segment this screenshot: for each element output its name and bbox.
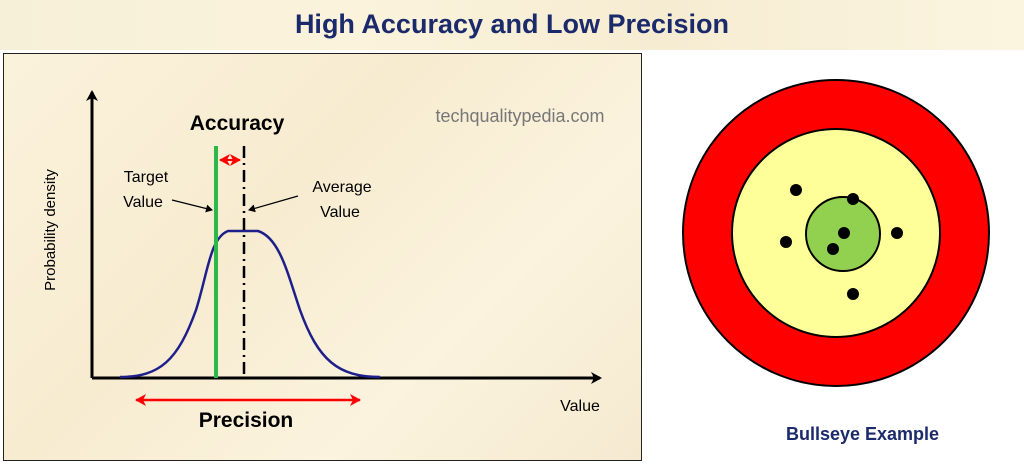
hit-dot — [847, 193, 859, 205]
accuracy-label: Accuracy — [190, 112, 285, 135]
title-band — [0, 0, 1024, 50]
page-title: High Accuracy and Low Precision — [294, 9, 730, 39]
x-axis-label: Value — [560, 398, 600, 415]
average-label-line2: Value — [320, 204, 360, 221]
bullseye-label: Bullseye Example — [785, 424, 940, 444]
average-pointer — [248, 195, 299, 213]
bullseye-target — [682, 79, 990, 387]
target-pointer — [171, 199, 213, 213]
bell-curve — [119, 229, 381, 379]
precision-label: Precision — [199, 409, 294, 432]
watermark-text: techqualitypedia.com — [435, 106, 604, 126]
target-label-line2: Value — [123, 194, 163, 211]
hit-dot — [891, 227, 903, 239]
target-label-line1: Target — [124, 169, 169, 186]
hit-dot — [780, 236, 792, 248]
hit-dot — [838, 227, 850, 239]
hit-dot — [847, 288, 859, 300]
hit-dot — [827, 243, 839, 255]
diagram-panel — [3, 53, 642, 461]
hit-dot — [790, 184, 802, 196]
y-axis-label: Probability density — [42, 169, 59, 291]
average-label-line1: Average — [312, 179, 371, 196]
